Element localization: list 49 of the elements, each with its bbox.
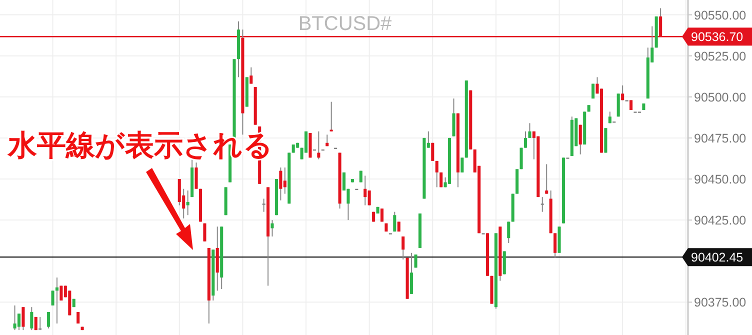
- y-tick-label: 90500.00: [694, 90, 746, 104]
- candlestick: [621, 84, 624, 101]
- candlestick: [540, 196, 544, 212]
- candlestick: [47, 312, 50, 329]
- candlestick: [279, 167, 282, 201]
- candlestick: [460, 157, 464, 173]
- text: BTCUSD#: [298, 13, 393, 35]
- candlestick: [60, 285, 63, 302]
- candlestick: [507, 221, 510, 244]
- candlestick: [410, 252, 414, 294]
- candlestick: [270, 220, 274, 237]
- ref-line-label: 90402.45: [691, 250, 744, 265]
- y-tick-label: 90550.00: [694, 8, 746, 22]
- candlestick: [380, 208, 384, 222]
- candlestick: [368, 190, 371, 206]
- candlestick: [364, 175, 367, 206]
- candlestick: [17, 313, 21, 331]
- candlestick: [178, 178, 181, 206]
- candlestick: [435, 160, 438, 188]
- candlestick: [203, 222, 206, 242]
- candlestick: [30, 306, 34, 331]
- candlestick: [13, 304, 16, 331]
- candlestick: [55, 277, 58, 324]
- candlestick: [250, 66, 253, 84]
- candlestick: [262, 198, 266, 212]
- y-tick-label: 90525.00: [694, 49, 746, 64]
- candlestick: [524, 130, 528, 148]
- candlestick: [452, 98, 456, 137]
- candlestick: [545, 164, 548, 194]
- ref-line-label: 90536.70: [691, 30, 744, 44]
- candlestick: [194, 162, 198, 190]
- candlestick: [402, 236, 405, 260]
- candlestick: [393, 211, 396, 232]
- candlestick: [528, 122, 532, 138]
- candlestick: [554, 232, 557, 258]
- candlestick: [578, 124, 582, 155]
- y-tick-label: 90375.00: [694, 296, 746, 310]
- candlestick: [22, 306, 25, 331]
- candlestick: [317, 130, 320, 160]
- y-tick-label: 90475.00: [694, 131, 746, 146]
- candlestick: [431, 142, 434, 162]
- candlestick: [51, 290, 54, 306]
- candlestick: [186, 190, 190, 216]
- candlestick: [283, 167, 286, 194]
- candlestick: [414, 254, 418, 268]
- candlestick: [616, 93, 620, 118]
- y-tick-label: 90450.00: [694, 172, 746, 186]
- candlestick: [330, 101, 333, 132]
- y-tick-label: 90425.00: [694, 214, 746, 228]
